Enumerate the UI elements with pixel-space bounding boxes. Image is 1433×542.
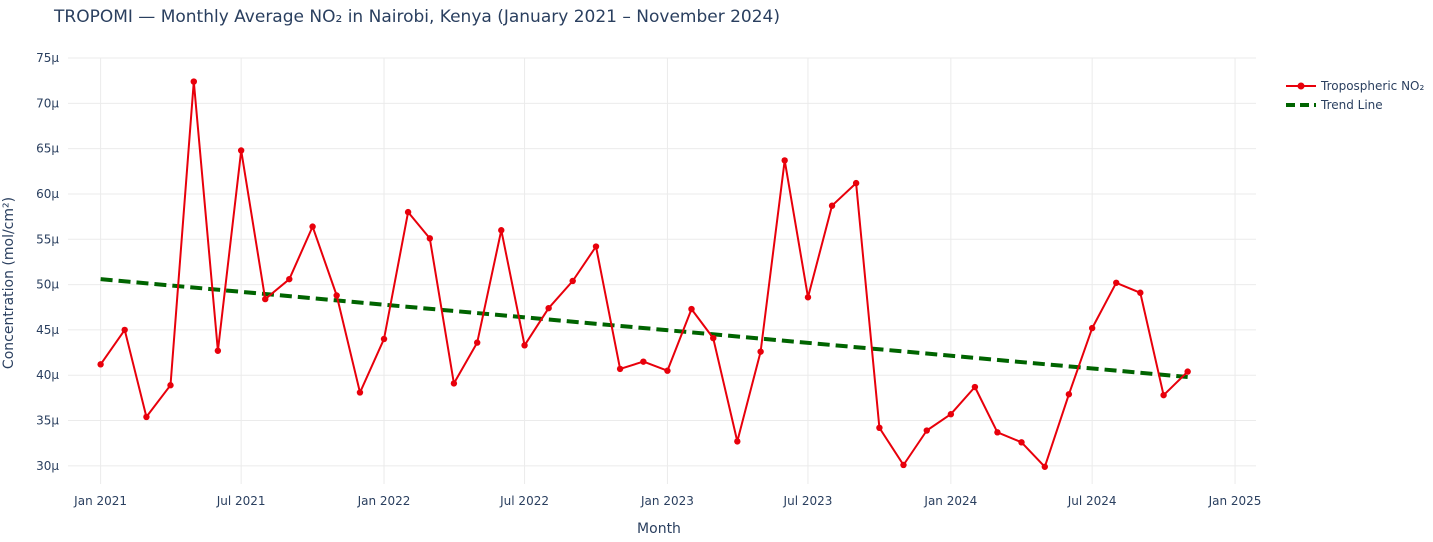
data-point-13[interactable] <box>404 208 412 216</box>
series-line-tropospheric-no2 <box>99 80 1189 468</box>
data-point-17[interactable] <box>498 227 505 234</box>
y-tick-label-0: 30µ <box>36 459 59 473</box>
data-point-43[interactable] <box>1113 279 1120 286</box>
x-tick-label-8: Jan 2025 <box>1208 494 1262 508</box>
legend-item-trend-line[interactable]: Trend Line <box>1286 98 1383 112</box>
data-point-25[interactable] <box>688 305 695 313</box>
y-axis-ticks: 30µ 35µ 40µ 45µ 50µ 55µ 60µ 65µ 70µ 75µ <box>36 51 59 473</box>
y-tick-label-9: 75µ <box>36 51 59 65</box>
data-point-34[interactable] <box>900 461 907 469</box>
data-point-39[interactable] <box>1018 439 1025 446</box>
grid <box>68 57 1256 484</box>
y-tick-label-5: 55µ <box>36 232 59 246</box>
data-point-23[interactable] <box>640 358 647 365</box>
data-point-41[interactable] <box>1065 391 1073 398</box>
data-point-16[interactable] <box>474 339 481 346</box>
data-point-0[interactable] <box>97 361 104 368</box>
data-point-42[interactable] <box>1088 324 1096 332</box>
trend-line <box>100 277 1188 380</box>
x-tick-label-4: Jan 2023 <box>640 494 694 508</box>
data-point-22[interactable] <box>616 365 624 373</box>
x-tick-label-2: Jan 2022 <box>357 494 411 508</box>
data-point-9[interactable] <box>309 223 316 230</box>
data-point-30[interactable] <box>804 294 812 301</box>
chart-title: TROPOMI — Monthly Average NO₂ in Nairobi… <box>53 7 780 27</box>
data-point-37[interactable] <box>971 383 979 391</box>
data-point-11[interactable] <box>356 389 364 396</box>
x-tick-label-3: Jul 2022 <box>499 494 549 508</box>
legend-label-trend-line: Trend Line <box>1320 98 1383 112</box>
data-point-38[interactable] <box>994 429 1001 436</box>
legend-label-tropospheric-no2: Tropospheric NO₂ <box>1320 79 1424 93</box>
data-point-33[interactable] <box>876 424 883 432</box>
data-point-14[interactable] <box>426 235 434 242</box>
x-tick-label-1: Jul 2021 <box>216 494 266 508</box>
data-point-45[interactable] <box>1160 391 1167 399</box>
data-point-46[interactable] <box>1184 368 1191 375</box>
data-point-10[interactable] <box>333 292 340 299</box>
data-point-2[interactable] <box>143 413 150 421</box>
data-point-20[interactable] <box>569 277 576 285</box>
data-point-19[interactable] <box>545 304 552 312</box>
data-point-29[interactable] <box>781 157 788 164</box>
legend-marker-tropospheric-no2 <box>1297 82 1305 90</box>
data-point-26[interactable] <box>710 334 717 342</box>
y-tick-label-2: 40µ <box>36 368 59 382</box>
data-point-31[interactable] <box>828 202 836 209</box>
x-tick-label-5: Jul 2023 <box>783 494 833 508</box>
y-tick-label-8: 70µ <box>36 96 59 110</box>
x-axis-ticks: Jan 2021 Jul 2021 Jan 2022 Jul 2022 Jan 2023… <box>73 494 1261 508</box>
y-tick-label-1: 35µ <box>36 414 59 428</box>
data-point-18[interactable] <box>521 342 528 349</box>
data-point-36[interactable] <box>947 411 955 418</box>
legend[interactable]: Tropospheric NO₂ Trend Line <box>1286 79 1424 112</box>
data-point-1[interactable] <box>121 326 128 334</box>
series-layer <box>97 78 1191 470</box>
x-tick-label-0: Jan 2021 <box>73 494 127 508</box>
x-tick-label-6: Jan 2024 <box>923 494 977 508</box>
data-point-21[interactable] <box>592 243 600 250</box>
data-point-40[interactable] <box>1041 463 1049 470</box>
data-point-3[interactable] <box>167 382 174 389</box>
data-point-32[interactable] <box>852 179 860 187</box>
y-tick-label-6: 60µ <box>36 187 59 201</box>
legend-item-tropospheric-no2[interactable]: Tropospheric NO₂ <box>1286 79 1424 93</box>
data-point-24[interactable] <box>664 367 671 374</box>
data-point-27[interactable] <box>734 438 741 445</box>
y-tick-label-3: 45µ <box>36 323 59 337</box>
data-point-35[interactable] <box>923 427 930 434</box>
data-point-4[interactable] <box>190 78 197 85</box>
data-point-5[interactable] <box>214 347 222 354</box>
data-point-6[interactable] <box>237 147 245 154</box>
data-point-28[interactable] <box>757 348 764 355</box>
y-tick-label-4: 50µ <box>36 278 59 292</box>
y-tick-label-7: 65µ <box>36 142 59 156</box>
data-point-8[interactable] <box>286 275 293 283</box>
x-tick-label-7: Jul 2024 <box>1067 494 1117 508</box>
data-point-15[interactable] <box>450 380 458 387</box>
data-point-12[interactable] <box>380 335 388 343</box>
x-axis-title: Month <box>637 521 681 537</box>
data-point-7[interactable] <box>262 295 269 303</box>
data-point-44[interactable] <box>1137 289 1144 296</box>
y-axis-title: Concentration (mol/cm²) <box>1 197 17 369</box>
